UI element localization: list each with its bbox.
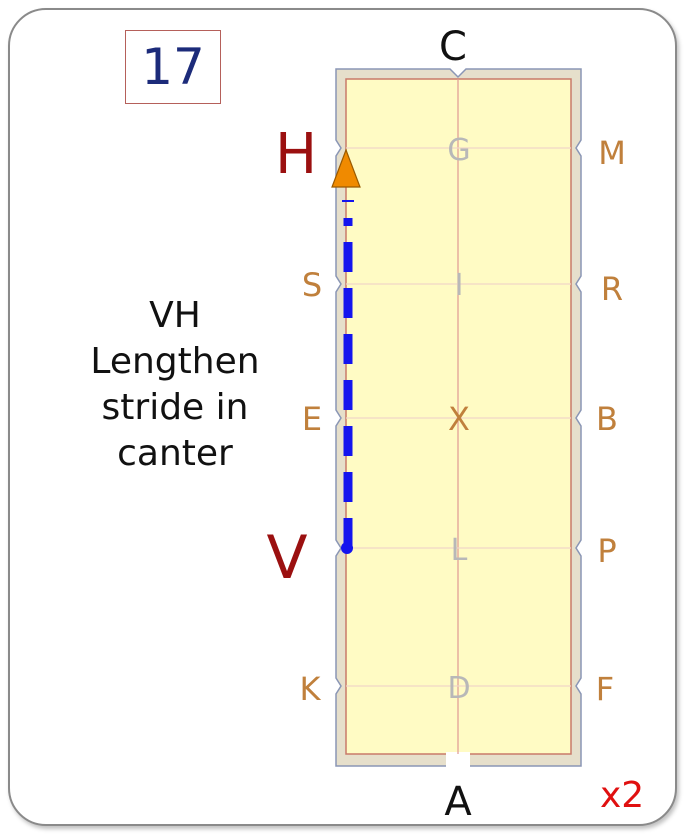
movement-number: 17 <box>125 30 221 104</box>
path-start-dot <box>341 542 353 554</box>
letter-D: D <box>447 671 470 706</box>
entrance-gap <box>446 752 470 768</box>
letter-H: H <box>275 122 317 187</box>
movement-caption: VH Lengthen stride in canter <box>60 293 290 477</box>
letter-M: M <box>598 134 626 172</box>
repeat-multiplier: x2 <box>600 775 645 816</box>
letter-X: X <box>448 400 470 438</box>
caption-line: canter <box>117 433 233 474</box>
letter-G: G <box>447 133 470 168</box>
caption-line: Lengthen <box>90 341 260 382</box>
caption-line: stride in <box>101 387 249 428</box>
letter-S: S <box>302 266 322 304</box>
letter-B: B <box>596 400 618 438</box>
caption-line: VH <box>149 295 201 336</box>
letter-I: I <box>455 268 464 303</box>
letter-R: R <box>601 270 623 308</box>
letter-K: K <box>300 670 322 708</box>
letter-F: F <box>596 670 614 708</box>
letter-L: L <box>451 533 468 568</box>
letter-E: E <box>302 400 322 438</box>
letter-V: V <box>266 523 307 593</box>
letter-P: P <box>597 532 616 570</box>
letter-A: A <box>444 779 472 825</box>
direction-arrow-icon <box>331 148 361 188</box>
letter-C: C <box>439 24 467 70</box>
